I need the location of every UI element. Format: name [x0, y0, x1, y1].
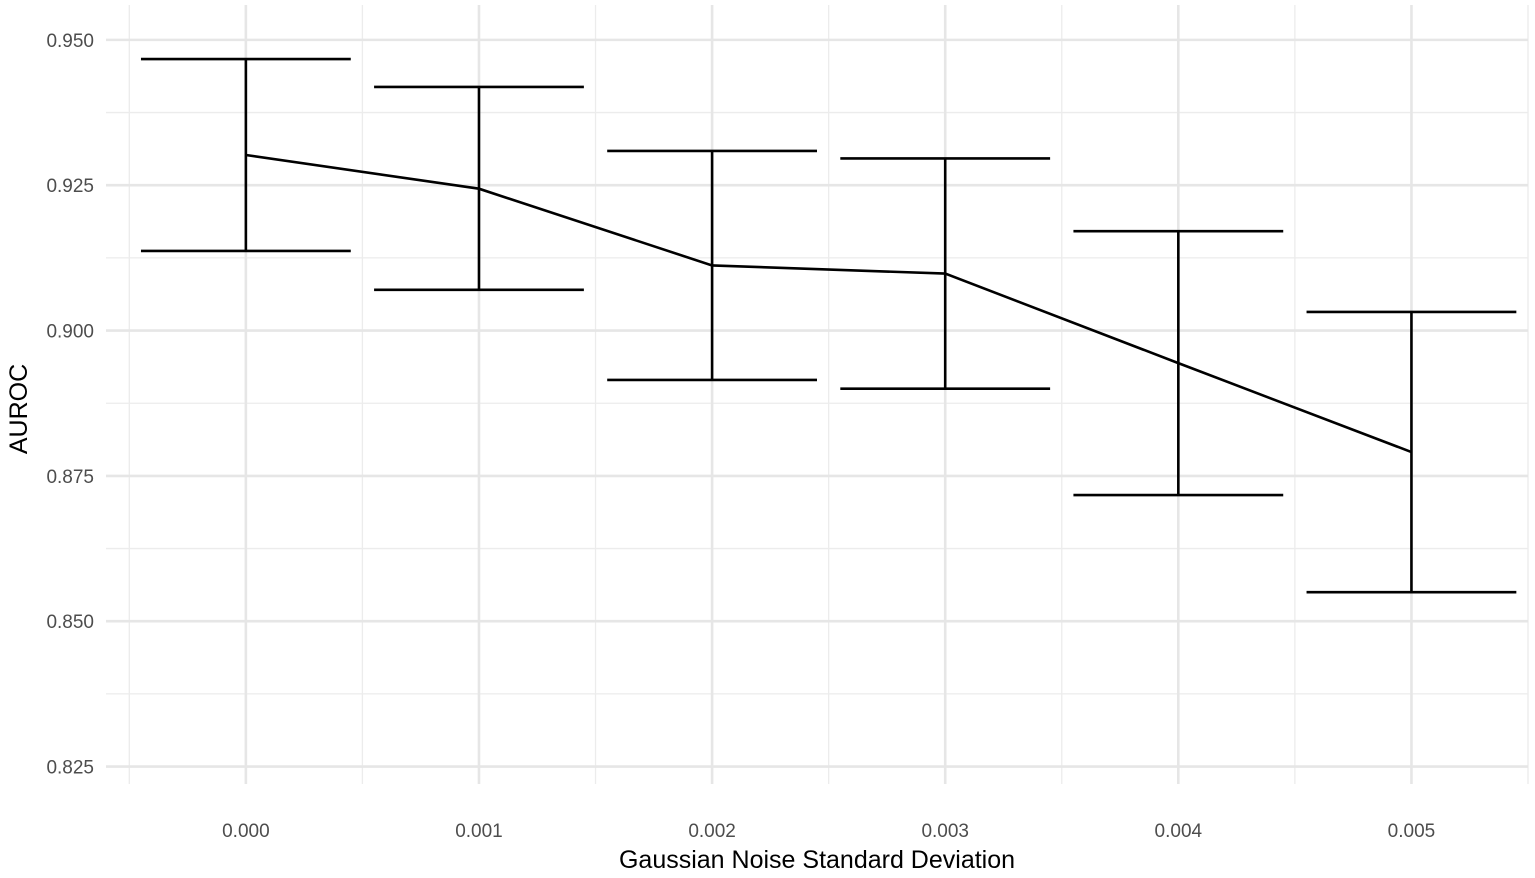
x-tick-label: 0.004: [1155, 821, 1203, 842]
y-tick-label: 0.950: [46, 31, 94, 52]
series-line-group: [245, 153, 1412, 454]
grid: [106, 5, 1529, 784]
x-tick-label: 0.002: [688, 821, 736, 842]
x-tick-label: 0.001: [455, 821, 503, 842]
y-tick-label: 0.925: [46, 176, 94, 197]
x-tick-label: 0.003: [921, 821, 969, 842]
y-tick-label: 0.850: [46, 612, 94, 633]
y-tick-label: 0.875: [46, 467, 94, 488]
x-tick-label: 0.005: [1388, 821, 1436, 842]
x-tick-label: 0.000: [222, 821, 270, 842]
y-tick-label: 0.825: [46, 758, 94, 779]
y-axis-title: AUROC: [5, 364, 33, 454]
x-axis-title: Gaussian Noise Standard Deviation: [619, 846, 1015, 874]
y-axis-tick-labels: 0.825 0.850 0.875 0.900 0.925 0.950: [46, 31, 94, 779]
y-tick-label: 0.900: [46, 322, 94, 343]
series-line: [245, 153, 1412, 454]
x-axis-tick-labels: 0.000 0.001 0.002 0.003 0.004 0.005: [222, 821, 1435, 842]
